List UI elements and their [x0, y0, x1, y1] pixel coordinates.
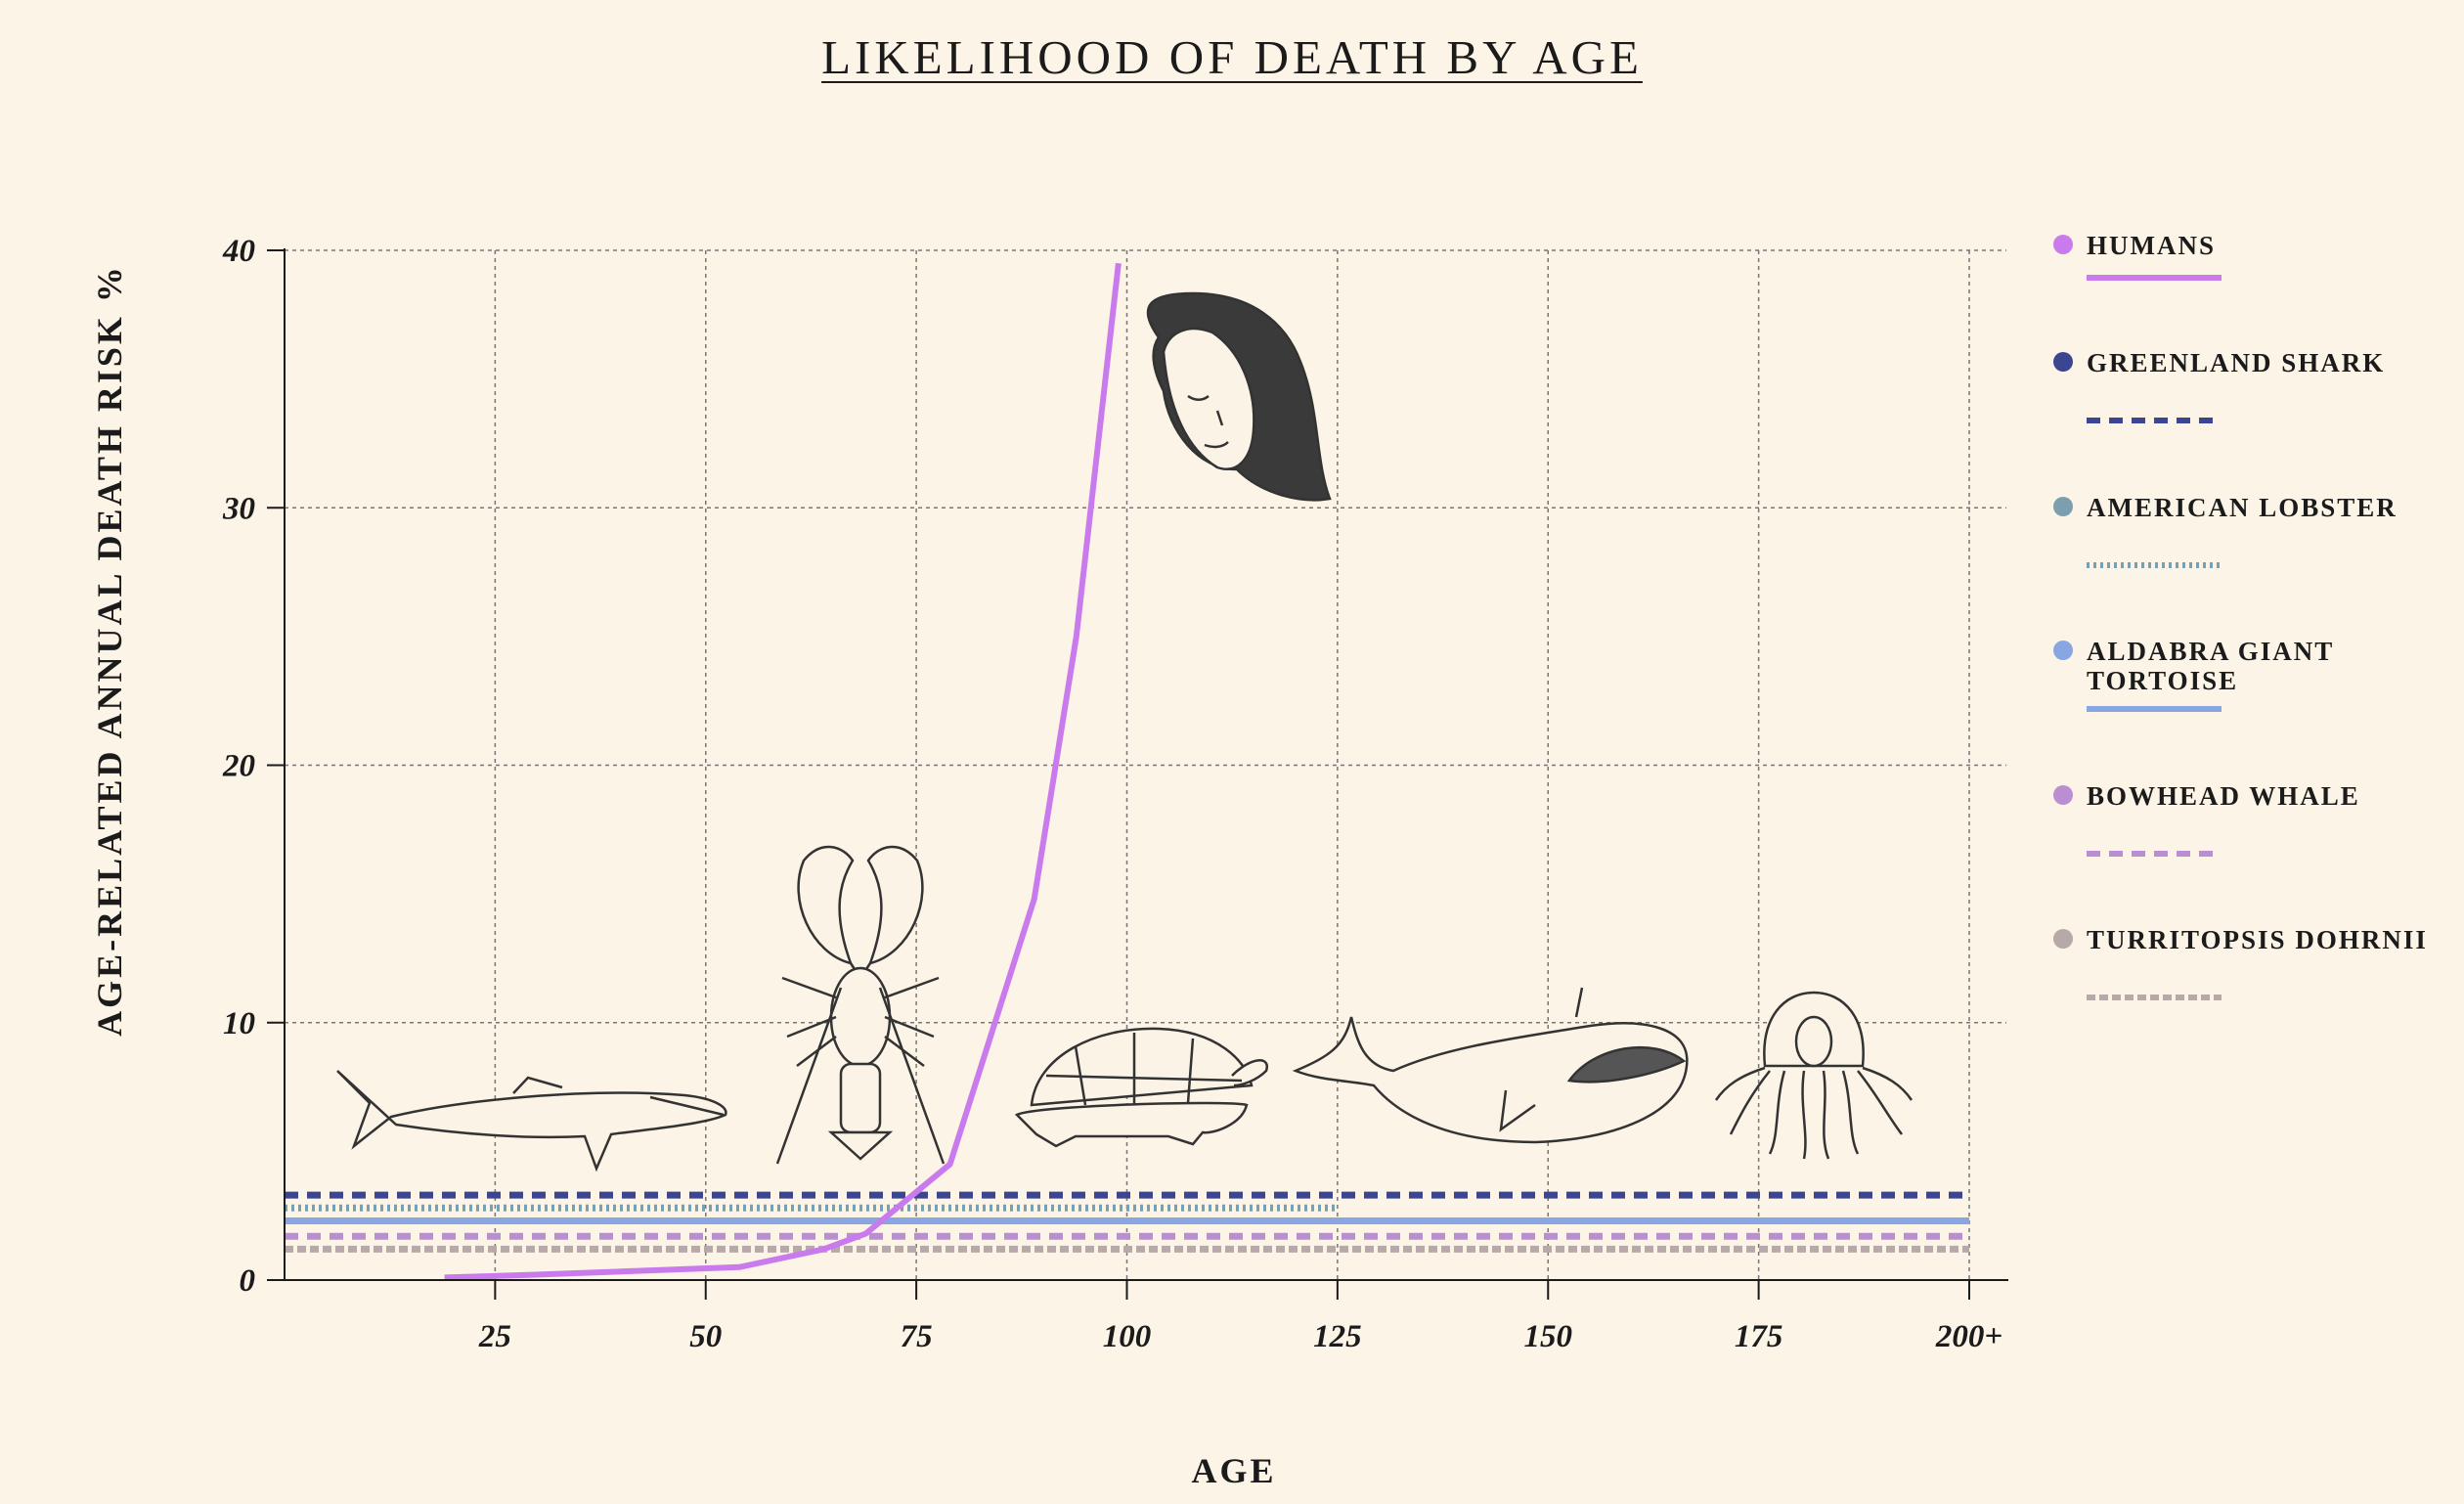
legend-line-swatch [2087, 562, 2222, 568]
legend-label: BOWHEAD WHALE [2087, 781, 2360, 811]
legend-label: ALDABRA GIANT TORTOISE [2087, 637, 2334, 695]
jellyfish-illustration [1714, 991, 1914, 1160]
y-tick-label: 30 [222, 491, 255, 526]
legend-line-swatch [2087, 418, 2222, 423]
x-tick-label: 100 [1103, 1319, 1152, 1354]
axes: 0 10 20 30 40 25 50 75 100 125 150 175 200+ [222, 234, 2008, 1354]
series-lines [285, 262, 1969, 1281]
x-axis-label: AGE [1191, 1451, 1277, 1490]
lobster-illustration [775, 845, 946, 1165]
x-tick-label: 25 [478, 1319, 511, 1354]
x-tick-label: 75 [901, 1319, 933, 1354]
legend-marker [2053, 929, 2073, 949]
x-tick-label: 125 [1313, 1319, 1362, 1354]
legend-marker [2053, 497, 2073, 516]
legend-marker [2053, 785, 2073, 805]
legend-label: AMERICAN LOBSTER [2087, 493, 2398, 522]
legend-label: TURRITOPSIS DOHRNII [2087, 925, 2428, 954]
legend-line-swatch [2087, 995, 2222, 1000]
shark-illustration [336, 1070, 727, 1172]
legend-line-swatch [2087, 851, 2222, 857]
legend-line-swatch [2087, 275, 2222, 281]
x-tick-label: 50 [689, 1319, 722, 1354]
x-tick-label: 150 [1524, 1319, 1573, 1354]
legend-marker [2053, 641, 2073, 660]
y-tick-label: 20 [222, 749, 255, 784]
illustrations [336, 291, 1914, 1172]
y-tick-label: 10 [223, 1006, 255, 1041]
x-tick-label: 175 [1735, 1319, 1783, 1354]
chart-title: LIKELIHOOD OF DEATH BY AGE [821, 30, 1643, 84]
woman-portrait-illustration [1146, 291, 1332, 502]
legend-line-swatch [2087, 706, 2222, 712]
legend-label: GREENLAND SHARK [2087, 348, 2386, 377]
legend-marker [2053, 235, 2073, 254]
legend-marker [2053, 352, 2073, 372]
legend-label: HUMANS [2087, 231, 2216, 260]
tortoise-illustration [1014, 1027, 1269, 1148]
whale-illustration [1292, 987, 1689, 1144]
grid [285, 249, 2006, 1280]
y-tick-label: 40 [222, 234, 255, 269]
x-tick-label: 200+ [1935, 1319, 2002, 1354]
series-line-humans [444, 262, 1122, 1281]
y-tick-label: 0 [240, 1263, 256, 1299]
